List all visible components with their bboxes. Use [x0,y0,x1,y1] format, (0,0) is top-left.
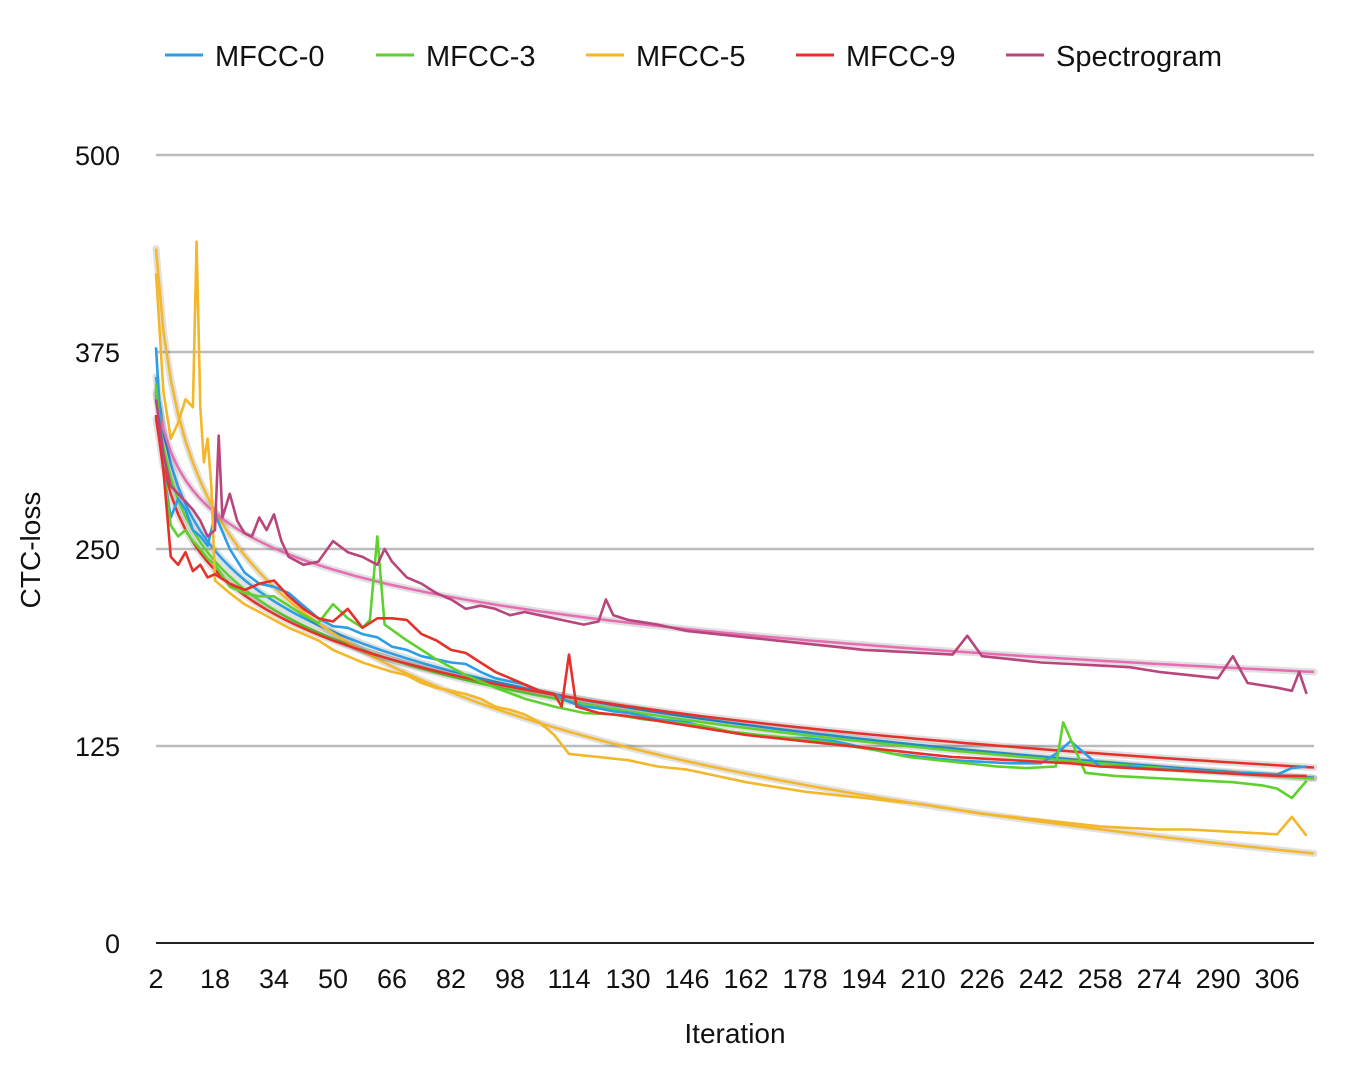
series-line-4 [154,399,1308,695]
y-axis-title: CTC-loss [15,492,46,609]
x-tick-label: 82 [436,964,466,994]
x-tick-label: 114 [548,964,591,994]
y-axis-ticks: 0 125 250 375 500 [75,141,120,959]
y-tick-label: 375 [75,338,120,368]
series-line-1 [154,383,1308,800]
legend-label: MFCC-5 [636,41,746,73]
y-tick-label: 125 [75,732,120,762]
trendline-4 [154,390,1315,674]
x-axis-ticks: 2 18 34 50 66 82 98 114 130 146 162 178 194 210 226 242… [148,964,1299,994]
trendline-2 [154,248,1315,855]
x-tick-label: 18 [200,964,230,994]
series-line-2 [154,240,1308,837]
legend-label: MFCC-9 [846,41,956,73]
y-tick-label: 0 [105,929,120,959]
x-tick-label: 306 [1255,964,1300,994]
x-tick-label: 130 [606,964,651,994]
trendline-shadow [152,415,1318,771]
legend: MFCC-0 MFCC-3 MFCC-5 MFCC-9 Spectrogram [165,41,1222,73]
x-tick-label: 178 [783,964,828,994]
x-tick-label: 66 [377,964,407,994]
x-tick-label: 2 [148,964,163,994]
x-tick-label: 98 [495,964,525,994]
x-tick-label: 226 [960,964,1005,994]
gridlines [156,153,1314,944]
x-tick-label: 162 [724,964,769,994]
x-tick-label: 290 [1196,964,1241,994]
series-lines [154,240,1308,837]
legend-label: Spectrogram [1056,41,1222,73]
trendlines [152,245,1318,857]
x-tick-label: 50 [318,964,348,994]
x-tick-label: 258 [1078,964,1123,994]
trendline-3 [154,418,1315,769]
x-tick-label: 242 [1019,964,1064,994]
x-tick-label: 194 [842,964,887,994]
x-tick-label: 34 [259,964,289,994]
y-tick-label: 250 [75,535,120,565]
x-tick-label: 146 [665,964,710,994]
series-line-0 [154,347,1307,776]
x-tick-label: 274 [1137,964,1182,994]
legend-label: MFCC-3 [426,41,536,73]
trendline-0 [154,376,1315,780]
x-axis-title: Iteration [684,1018,785,1049]
series-line-3 [154,414,1307,778]
x-tick-label: 210 [901,964,946,994]
legend-label: MFCC-0 [215,41,325,73]
y-tick-label: 500 [75,141,120,171]
